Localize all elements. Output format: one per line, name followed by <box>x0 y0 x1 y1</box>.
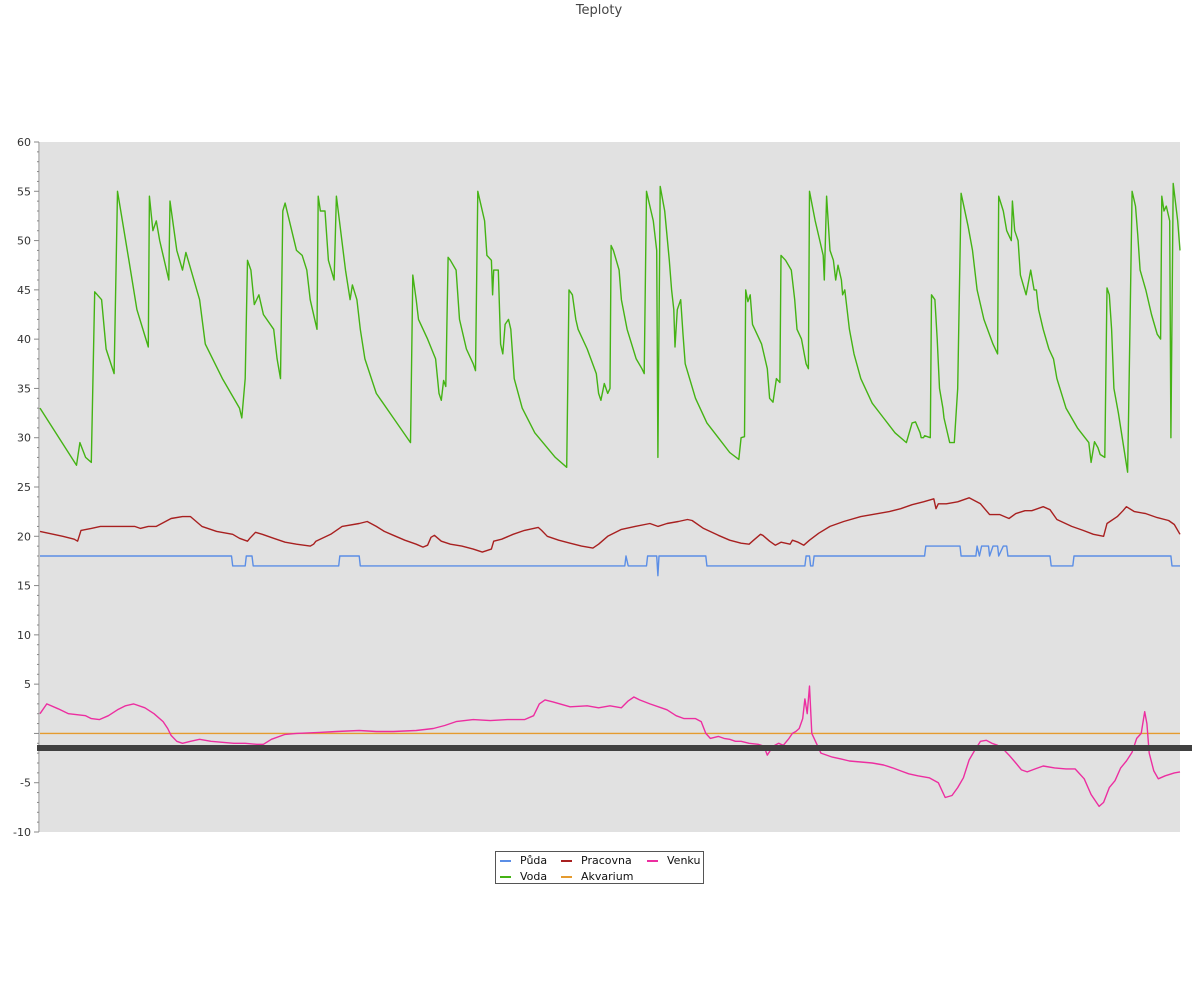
series-line-venku <box>39 685 1181 808</box>
legend-swatch-puda <box>500 860 511 862</box>
y-tick-label: 20 <box>17 530 31 543</box>
y-tick-label: 10 <box>17 629 31 642</box>
legend-item-puda: Půda <box>500 854 547 867</box>
y-tick-label: 50 <box>17 235 31 248</box>
legend-swatch-venku <box>647 860 658 862</box>
legend-item-venku: Venku <box>647 854 700 867</box>
legend-swatch-voda <box>500 876 511 878</box>
legend-item-akvarium: Akvarium <box>561 870 633 883</box>
y-tick-label: 60 <box>17 136 31 149</box>
legend-label-puda: Půda <box>520 854 548 867</box>
legend-swatch-akvarium <box>561 876 572 878</box>
legend-swatch-pracovna <box>561 860 572 862</box>
y-axis: -10 -5 5 10 15 20 25 30 35 40 45 50 55 60 <box>13 136 40 839</box>
y-tick-label: 45 <box>17 284 31 297</box>
y-tick-label: -10 <box>13 826 31 839</box>
y-tick-label: 55 <box>17 185 31 198</box>
legend-item-pracovna: Pracovna <box>561 854 632 867</box>
y-tick-label: 15 <box>17 580 31 593</box>
y-tick-label: 40 <box>17 333 31 346</box>
y-tick-label: 25 <box>17 481 31 494</box>
series-lines <box>39 182 1181 808</box>
y-tick-label: 5 <box>24 678 31 691</box>
series-line-puda <box>40 545 1180 577</box>
series-line-voda <box>39 182 1181 473</box>
y-tick-label: 30 <box>17 432 31 445</box>
plot-area <box>40 142 1180 832</box>
legend-label-akvarium: Akvarium <box>581 870 634 883</box>
x-axis-band <box>37 745 1192 751</box>
legend-label-venku: Venku <box>667 854 701 867</box>
series-line-pracovna <box>39 497 1181 553</box>
legend-label-pracovna: Pracovna <box>581 854 632 867</box>
legend-label-voda: Voda <box>520 870 548 883</box>
legend: Půda Voda Pracovna Akvarium Venku <box>495 851 704 884</box>
y-tick-label: -5 <box>20 777 31 790</box>
chart-title: Teploty <box>575 3 623 18</box>
legend-item-voda: Voda <box>500 870 547 883</box>
y-tick-label: 35 <box>17 382 31 395</box>
